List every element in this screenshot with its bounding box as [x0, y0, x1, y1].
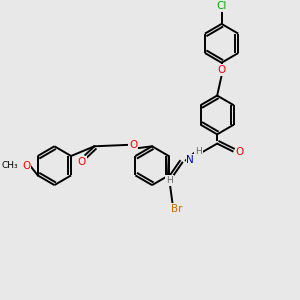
- Text: H: H: [166, 176, 173, 185]
- Text: O: O: [129, 140, 137, 150]
- Text: Br: Br: [171, 204, 182, 214]
- Text: O: O: [218, 65, 226, 75]
- Text: CH₃: CH₃: [1, 161, 18, 170]
- Text: H: H: [195, 147, 202, 156]
- Text: Cl: Cl: [216, 1, 227, 11]
- Text: N: N: [186, 155, 194, 165]
- Text: O: O: [236, 147, 244, 157]
- Text: O: O: [22, 161, 30, 171]
- Text: O: O: [77, 157, 86, 166]
